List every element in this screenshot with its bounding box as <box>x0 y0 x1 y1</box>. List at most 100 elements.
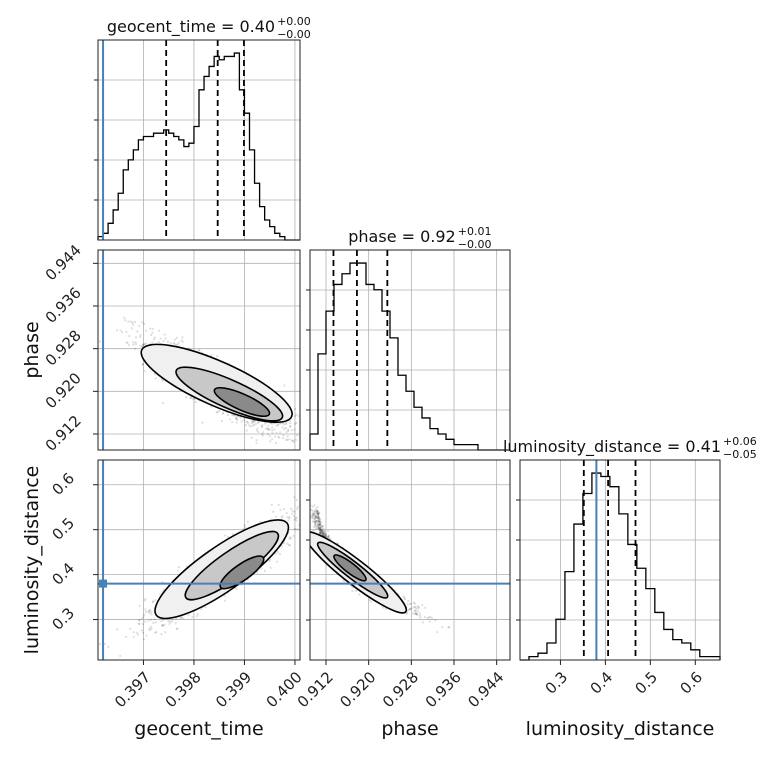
sample-point <box>151 327 154 330</box>
sample-point <box>317 515 320 518</box>
sample-point <box>149 608 152 612</box>
sample-point <box>174 622 177 625</box>
sample-point <box>319 528 322 532</box>
sample-point <box>436 631 439 634</box>
sample-point <box>141 363 144 366</box>
sample-point <box>295 519 298 522</box>
sample-point <box>288 515 291 519</box>
sample-point <box>318 517 321 520</box>
y-tick-label: 0.5 <box>48 514 78 544</box>
sample-point <box>250 436 253 439</box>
sample-point <box>139 344 142 347</box>
sample-point <box>314 520 317 524</box>
sample-point <box>161 580 164 584</box>
sample-point <box>215 411 218 414</box>
sample-point <box>314 516 317 519</box>
sample-point <box>319 526 322 529</box>
sample-point <box>257 430 260 434</box>
sample-point <box>139 334 142 337</box>
sample-point <box>286 435 289 438</box>
x-tick-label: 0.912 <box>294 668 337 711</box>
sample-point <box>149 628 152 631</box>
sample-point <box>321 532 324 536</box>
sample-point <box>132 323 135 326</box>
sample-point <box>244 526 247 529</box>
sample-point <box>409 607 412 610</box>
panel-title-phase: phase = 0.92 <box>348 227 455 246</box>
sample-point <box>334 456 336 458</box>
sample-point <box>293 510 296 513</box>
title-plus-error: +0.00 <box>277 15 311 28</box>
sample-point <box>255 429 259 432</box>
sample-point <box>288 438 291 441</box>
sample-point <box>132 343 135 346</box>
sample-point <box>317 527 320 530</box>
sample-point <box>305 434 307 436</box>
sample-point <box>291 439 294 442</box>
sample-point <box>201 421 204 424</box>
sample-point <box>161 623 164 627</box>
histogram-geocent_time <box>97 52 300 241</box>
sample-point <box>134 347 137 350</box>
sample-point <box>317 516 320 519</box>
sample-point <box>413 606 417 609</box>
sample-point <box>249 425 252 428</box>
sample-point <box>289 536 292 539</box>
sample-point <box>141 321 144 324</box>
sample-point <box>246 420 249 423</box>
sample-point <box>145 634 148 637</box>
sample-point <box>138 604 141 607</box>
sample-point <box>320 525 323 528</box>
sample-point <box>282 542 285 545</box>
sample-point <box>267 428 270 431</box>
sample-point <box>316 511 319 514</box>
sample-point <box>245 420 248 424</box>
histogram-luminosity_distance <box>520 472 721 661</box>
sample-point <box>144 329 148 332</box>
sample-point <box>313 525 316 528</box>
sample-point <box>286 516 289 519</box>
sample-point <box>294 413 298 416</box>
sample-point <box>294 415 297 418</box>
sample-point <box>327 536 330 539</box>
sample-point <box>154 599 157 602</box>
y-tick-label: 0.912 <box>42 412 85 455</box>
sample-point <box>320 529 323 532</box>
sample-point <box>262 431 265 434</box>
sample-point <box>157 329 161 332</box>
sample-point <box>441 626 444 629</box>
sample-point <box>223 599 227 602</box>
sample-point <box>288 425 292 428</box>
sample-point <box>316 522 319 525</box>
sample-point <box>260 567 263 570</box>
sample-point <box>142 616 145 619</box>
sample-point <box>418 612 421 615</box>
sample-point <box>218 410 221 413</box>
sample-point <box>342 579 345 582</box>
sample-point <box>408 607 411 611</box>
sample-point <box>318 521 321 524</box>
sample-point <box>355 589 358 592</box>
sample-point <box>317 525 320 528</box>
sample-point <box>275 424 278 427</box>
sample-point <box>180 616 183 620</box>
sample-point <box>304 430 306 432</box>
2d-panel-phase-vs-luminosity_distance <box>309 459 511 661</box>
sample-point <box>321 529 324 532</box>
sample-point <box>448 626 451 629</box>
sample-point <box>278 552 282 556</box>
sample-point <box>143 614 146 617</box>
2d-panel-geocent_time-vs-phase <box>97 249 336 458</box>
sample-point <box>134 320 137 324</box>
sample-point <box>424 606 427 609</box>
sample-point <box>316 517 319 520</box>
sample-point <box>319 528 322 531</box>
sample-point <box>283 384 286 387</box>
panel-border <box>97 459 301 661</box>
sample-point <box>162 339 165 343</box>
sample-point <box>318 523 322 526</box>
sample-point <box>305 505 307 507</box>
x-tick-label: 0.3 <box>542 668 572 698</box>
sample-point <box>310 514 313 517</box>
